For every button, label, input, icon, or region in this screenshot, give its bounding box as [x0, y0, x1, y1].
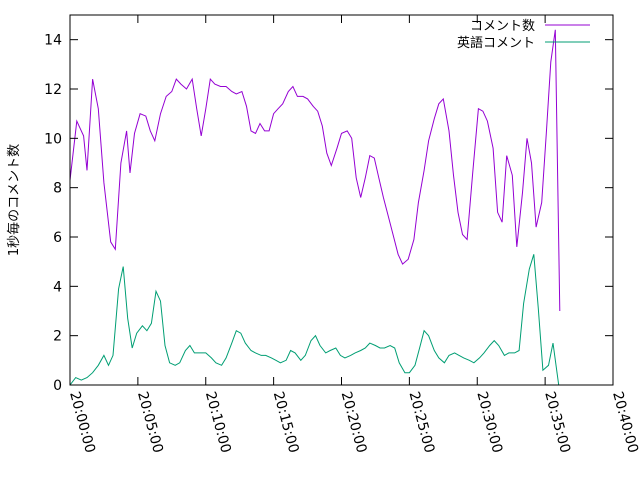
plot-frame [69, 14, 614, 386]
y-tick-label: 12 [44, 82, 62, 98]
x-tick-label: 20:30:00 [473, 390, 505, 455]
axis-ticks-group [69, 15, 614, 386]
y-tick-label: 6 [53, 230, 62, 246]
y-tick-label: 2 [53, 329, 62, 345]
y-tick-label: 14 [44, 33, 62, 49]
tick-labels-group: 0 2 4 6 8 10 12 14 20:00:00 20:05:00 20:10:00 20:15… [44, 33, 640, 455]
x-tick-label: 20:25:00 [406, 390, 438, 455]
x-tick-label: 20:15:00 [270, 390, 302, 455]
series-line-1 [69, 29, 561, 312]
x-tick-label: 20:05:00 [134, 390, 166, 455]
x-tick-label: 20:10:00 [202, 390, 234, 455]
y-axis-label: 1秒毎のコメント数 [6, 144, 22, 256]
x-tick-label: 20:00:00 [66, 390, 98, 455]
y-tick-label: 0 [53, 378, 62, 394]
y-tick-label: 8 [53, 181, 62, 197]
legend-label-1: コメント数 [470, 19, 535, 34]
y-tick-label: 4 [53, 279, 62, 295]
x-tick-label: 20:35:00 [541, 390, 573, 455]
series-line-2 [69, 254, 560, 386]
y-tick-label: 10 [44, 131, 62, 147]
legend-label-2: 英語コメント [457, 35, 535, 51]
x-tick-label: 20:20:00 [338, 390, 370, 455]
plot-series-group [69, 29, 561, 386]
x-tick-label: 20:40:00 [609, 390, 640, 455]
